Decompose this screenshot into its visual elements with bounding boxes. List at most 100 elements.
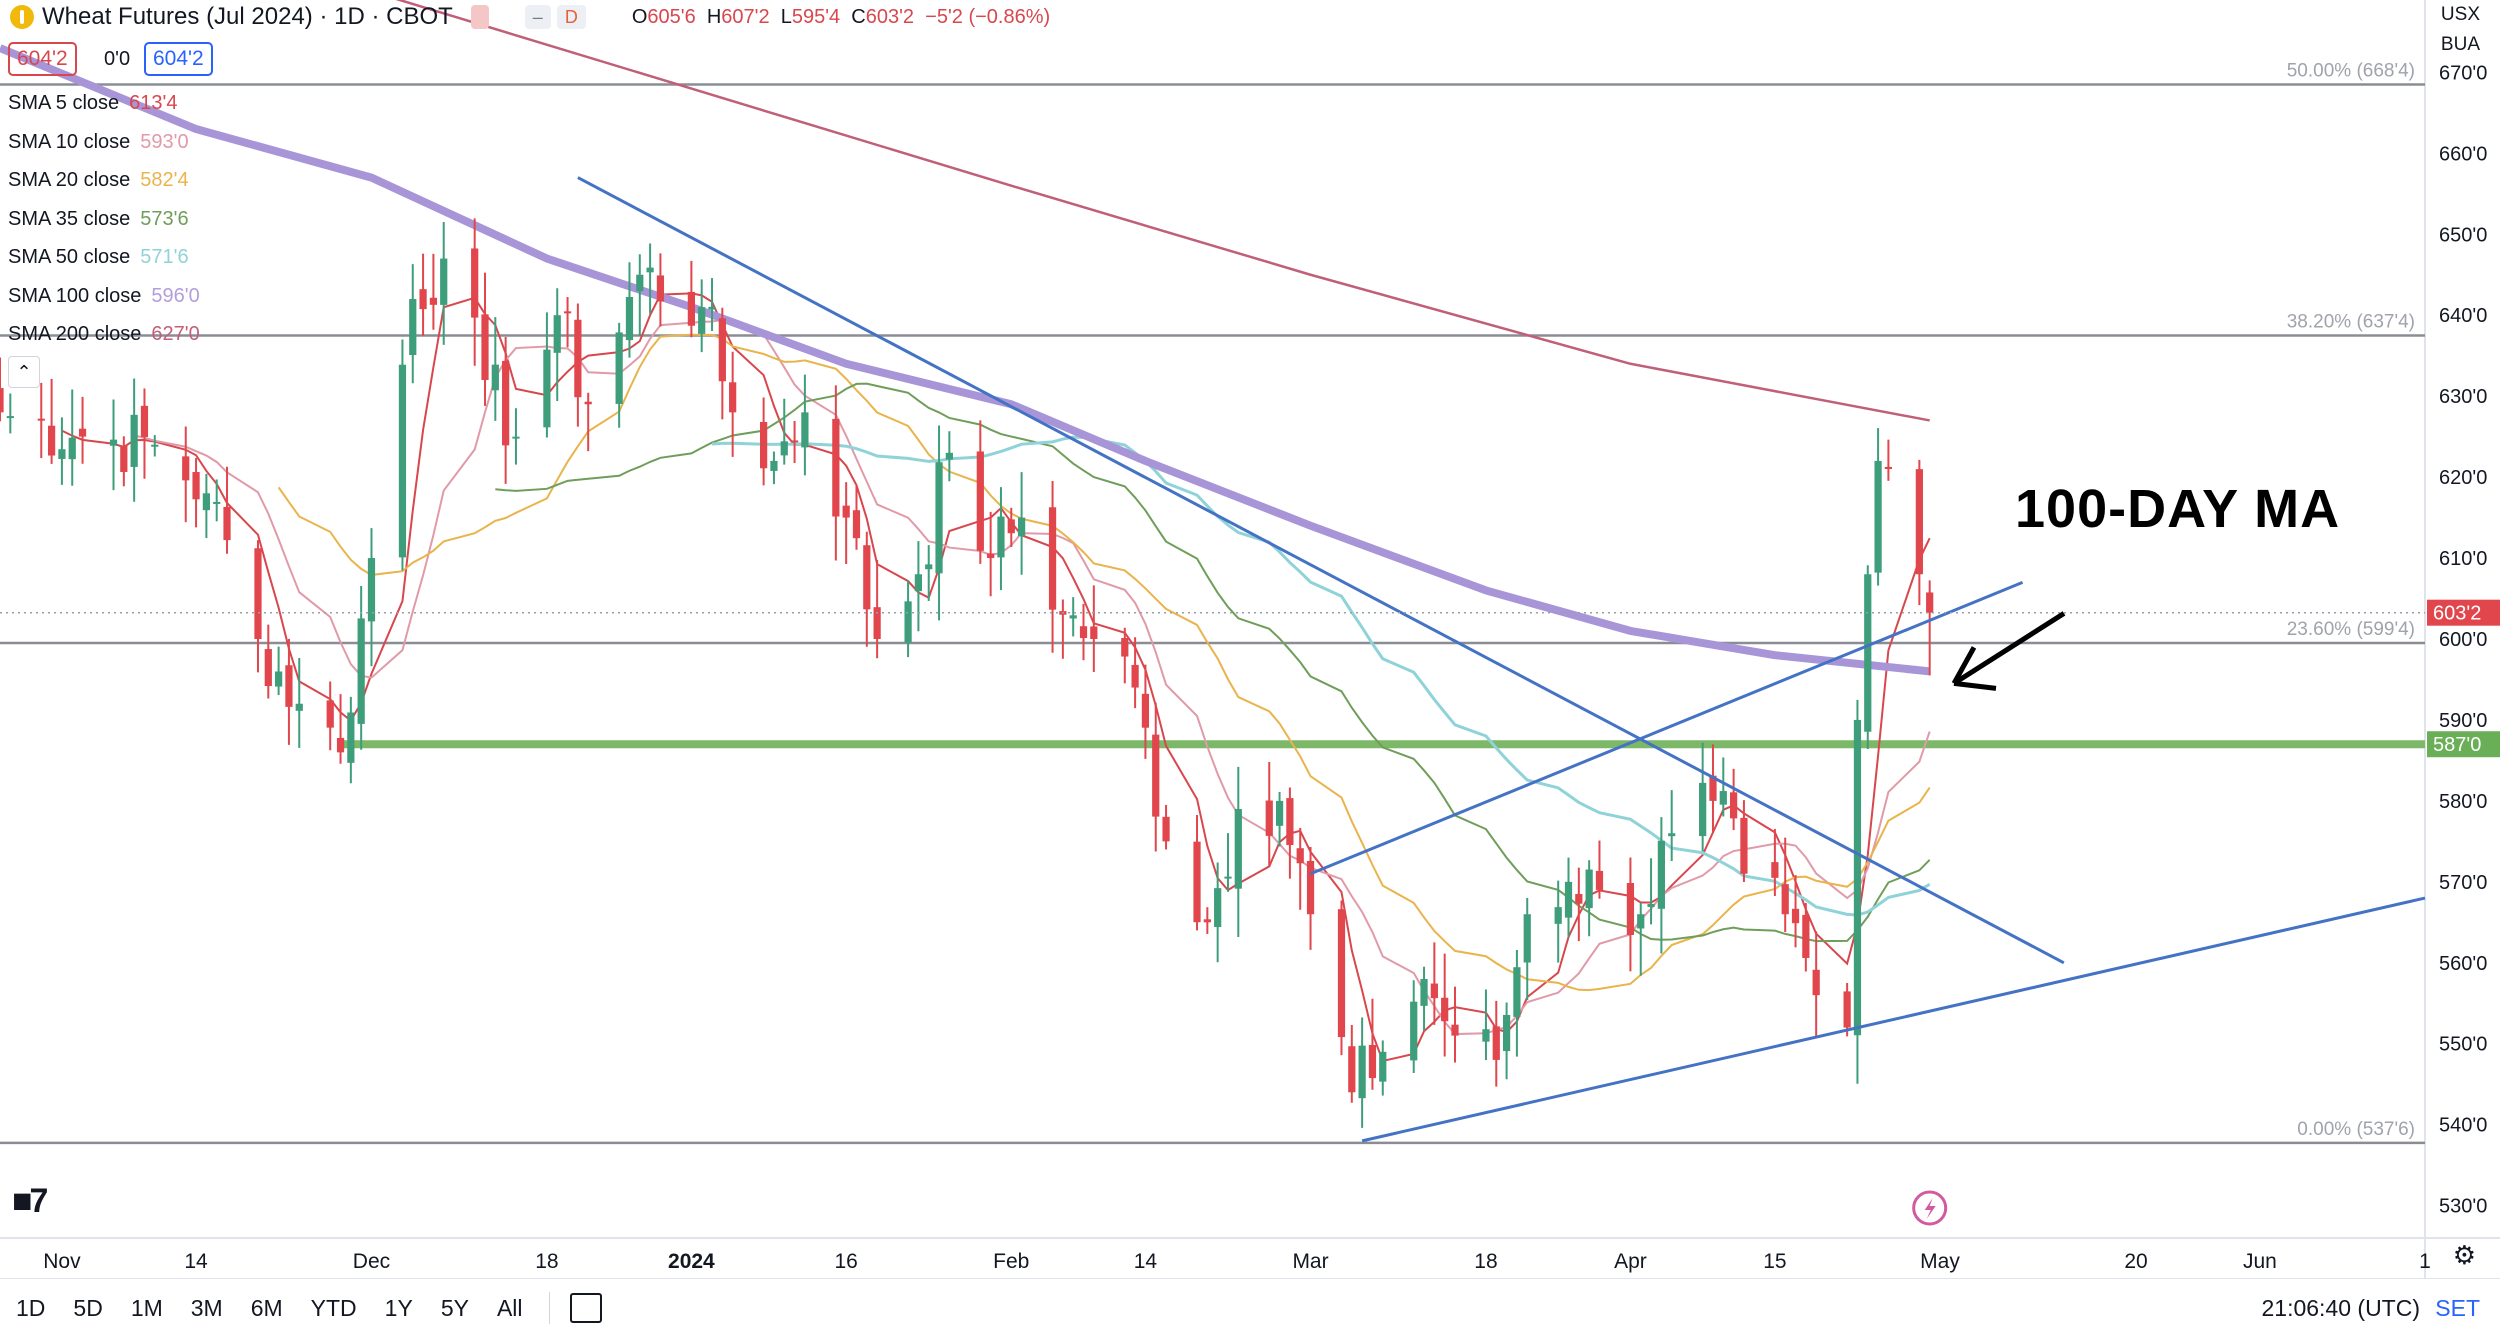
indicator-row[interactable]: SMA 20 close 582'4: [8, 169, 189, 192]
candle-body[interactable]: [801, 412, 809, 448]
candle-body[interactable]: [1441, 997, 1449, 1022]
candle-body[interactable]: [1699, 782, 1707, 837]
candle-body[interactable]: [429, 297, 438, 305]
candle-body[interactable]: [1007, 519, 1015, 534]
candle-body[interactable]: [58, 449, 66, 459]
candle-body[interactable]: [1915, 469, 1923, 575]
candle-body[interactable]: [1502, 1014, 1511, 1052]
candle-body[interactable]: [1843, 991, 1851, 1028]
candle-body[interactable]: [1379, 1051, 1387, 1082]
candle-body[interactable]: [615, 332, 623, 404]
ask-price-box[interactable]: 604'2: [144, 42, 213, 76]
candle-body[interactable]: [1069, 615, 1077, 619]
candle-body[interactable]: [1482, 1029, 1490, 1042]
candle-body[interactable]: [1286, 798, 1294, 846]
candle-body[interactable]: [1348, 1046, 1356, 1093]
candle-body[interactable]: [1296, 848, 1304, 864]
candle-body[interactable]: [37, 418, 45, 421]
candle-body[interactable]: [1451, 1024, 1459, 1036]
candle-body[interactable]: [1926, 592, 1934, 613]
candle-body[interactable]: [1647, 903, 1655, 907]
candle-body[interactable]: [1048, 507, 1057, 610]
candle-body[interactable]: [1657, 840, 1665, 909]
candle-body[interactable]: [502, 360, 510, 446]
candle-body[interactable]: [275, 671, 283, 687]
candle-body[interactable]: [945, 452, 953, 460]
candle-body[interactable]: [192, 472, 200, 500]
candle-body[interactable]: [419, 289, 427, 310]
candle-body[interactable]: [336, 737, 345, 753]
clock-readout[interactable]: 21:06:40 (UTC): [2261, 1294, 2420, 1321]
candle-body[interactable]: [1162, 816, 1170, 842]
candle-body[interactable]: [563, 311, 572, 314]
candle-body[interactable]: [1874, 460, 1882, 573]
candle-body[interactable]: [120, 445, 128, 472]
candle-body[interactable]: [553, 315, 561, 353]
candle-body[interactable]: [1141, 693, 1150, 728]
candle-body[interactable]: [140, 405, 149, 438]
candle-body[interactable]: [646, 267, 654, 273]
candle-body[interactable]: [1585, 869, 1593, 909]
candle-body[interactable]: [440, 258, 448, 305]
candle-body[interactable]: [1193, 841, 1201, 923]
candle-body[interactable]: [398, 364, 407, 558]
candle-body[interactable]: [151, 444, 159, 447]
candle-body[interactable]: [1368, 1044, 1377, 1079]
candle-body[interactable]: [1781, 884, 1789, 915]
candle-body[interactable]: [976, 451, 984, 551]
candle-body[interactable]: [1864, 574, 1872, 732]
indicator-row[interactable]: SMA 35 close 573'6: [8, 208, 189, 231]
candle-body[interactable]: [1152, 734, 1160, 817]
candle-body[interactable]: [1802, 914, 1810, 958]
candle-body[interactable]: [1884, 466, 1893, 470]
symbol-title[interactable]: Wheat Futures (Jul 2024) · 1D · CBOT: [42, 3, 453, 30]
candle-body[interactable]: [409, 299, 417, 356]
candle-body[interactable]: [326, 700, 334, 728]
candle-body[interactable]: [1812, 969, 1820, 996]
mode-label[interactable]: BUA: [2440, 34, 2480, 55]
candle-body[interactable]: [790, 440, 799, 443]
candle-body[interactable]: [1430, 983, 1438, 999]
candle-body[interactable]: [295, 703, 303, 711]
candle-body[interactable]: [357, 618, 365, 724]
rising-channel-lower[interactable]: [1361, 896, 2426, 1143]
downtrend-line[interactable]: [577, 176, 2065, 965]
currency-label[interactable]: USX: [2440, 4, 2480, 25]
timeframe-button[interactable]: 5D: [73, 1294, 103, 1321]
candle-body[interactable]: [1668, 833, 1676, 837]
candle-body[interactable]: [1709, 775, 1717, 801]
scale-settings[interactable]: USX BUA: [2441, 0, 2480, 60]
indicator-row[interactable]: SMA 50 close 571'6: [8, 246, 189, 269]
candle-body[interactable]: [584, 401, 592, 405]
candle-body[interactable]: [1564, 881, 1573, 918]
candle-body[interactable]: [987, 553, 995, 559]
candle-body[interactable]: [729, 382, 737, 413]
candle-body[interactable]: [1275, 800, 1284, 826]
candle-body[interactable]: [842, 505, 850, 518]
candle-body[interactable]: [6, 416, 14, 419]
candle-body[interactable]: [873, 607, 881, 639]
indicator-row[interactable]: SMA 10 close 593'0: [8, 131, 189, 154]
candle-body[interactable]: [109, 439, 118, 446]
candle-body[interactable]: [1719, 791, 1727, 805]
candle-body[interactable]: [852, 510, 861, 539]
candle-body[interactable]: [760, 421, 768, 469]
candle-body[interactable]: [925, 564, 933, 570]
candle-body[interactable]: [1017, 517, 1026, 537]
candle-body[interactable]: [223, 506, 231, 541]
candle-body[interactable]: [832, 418, 840, 517]
candle-body[interactable]: [512, 436, 520, 439]
flag-icon[interactable]: [470, 5, 489, 29]
candle-body[interactable]: [1791, 908, 1800, 924]
candle-body[interactable]: [47, 425, 56, 456]
candle-body[interactable]: [1079, 626, 1088, 639]
candle-body[interactable]: [1595, 870, 1604, 890]
candle-body[interactable]: [68, 437, 76, 460]
candle-body[interactable]: [1358, 1045, 1366, 1099]
candle-body[interactable]: [254, 548, 262, 639]
candle-body[interactable]: [481, 314, 489, 380]
candle-body[interactable]: [1090, 626, 1098, 639]
candle-body[interactable]: [935, 462, 943, 574]
rising-channel-upper[interactable]: [1309, 580, 2024, 876]
